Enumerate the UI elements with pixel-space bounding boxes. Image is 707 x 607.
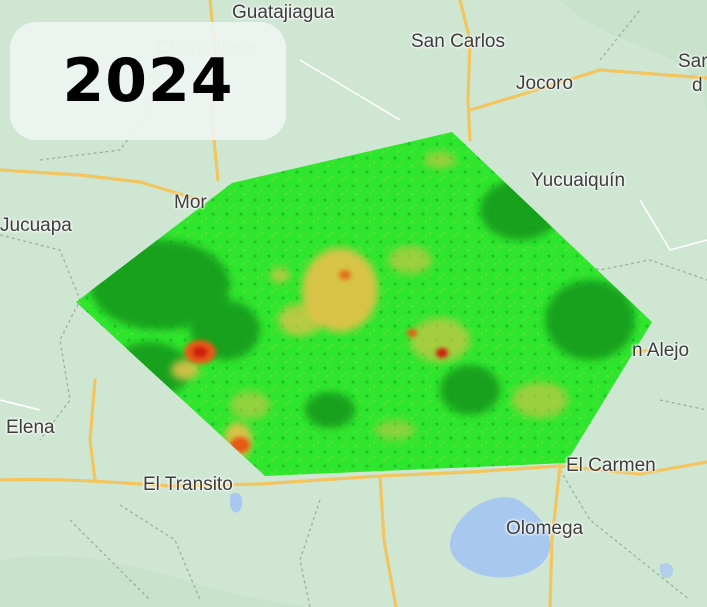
label-el-carmen: El Carmen [566, 455, 656, 476]
label-olomega: Olomega [506, 518, 584, 539]
minor-roads [0, 59, 707, 411]
year-label: 2024 [62, 46, 234, 116]
label-san-carlos: San Carlos [411, 31, 505, 52]
lake-olomega [450, 497, 551, 578]
label-san-alejo: n Alejo [632, 340, 690, 361]
label-elena: Elena [6, 417, 55, 438]
label-jocoro: Jocoro [516, 73, 574, 94]
label-san-partial-2: d [692, 75, 703, 96]
label-el-transito: El Transito [143, 474, 233, 495]
label-san-partial: Sar [678, 51, 707, 72]
label-yucuaiquin: Yucuaiquín [531, 170, 626, 191]
label-jucuapa: Jucuapa [0, 215, 72, 236]
year-badge: 2024 [10, 22, 286, 140]
label-moncagua-partial: Mor [174, 192, 207, 213]
label-guatajiagua: Guatajiagua [232, 2, 335, 23]
pond [230, 492, 243, 513]
